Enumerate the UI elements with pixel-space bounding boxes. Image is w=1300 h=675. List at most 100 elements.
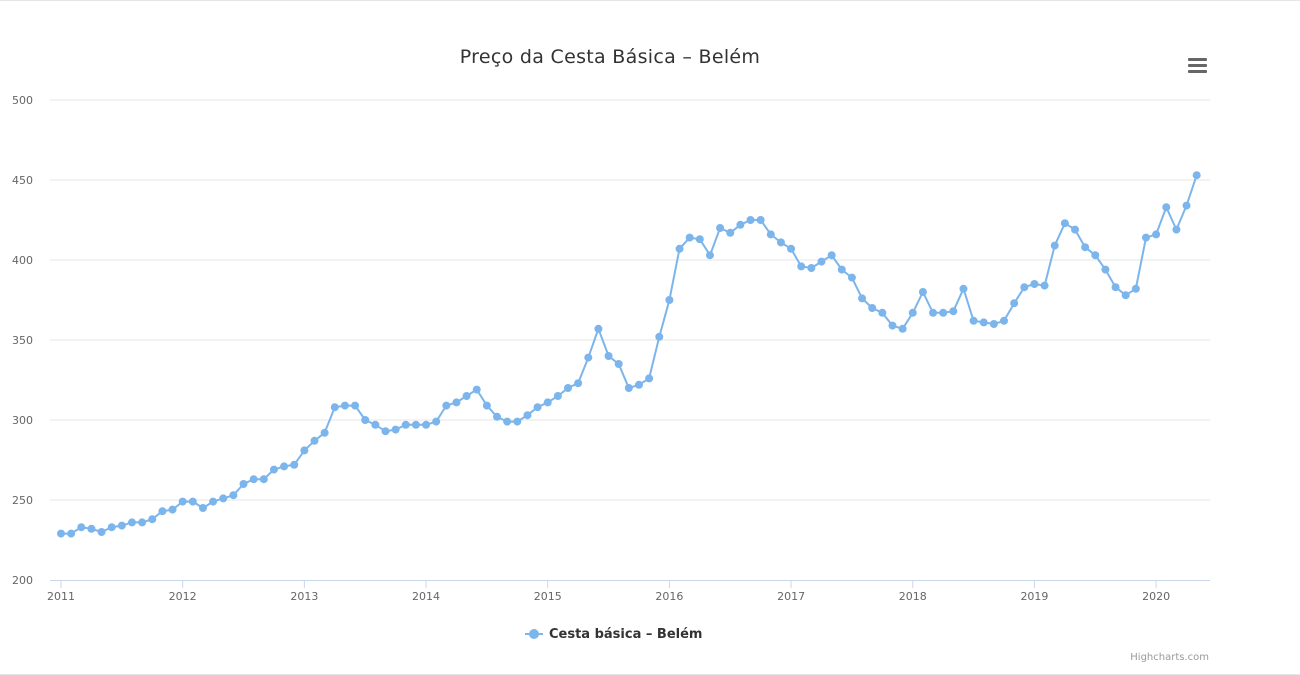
data-point[interactable] [1030,280,1039,288]
data-point[interactable] [523,411,532,420]
data-point[interactable] [158,507,167,516]
data-point[interactable] [604,352,613,360]
data-point[interactable] [584,353,593,362]
data-point[interactable] [969,316,978,325]
data-point[interactable] [675,244,684,253]
data-point[interactable] [361,416,370,424]
data-point[interactable] [290,460,299,469]
data-point[interactable] [1060,219,1069,228]
data-point[interactable] [269,465,278,474]
data-point[interactable] [918,288,927,296]
data-point[interactable] [1020,283,1029,292]
data-point[interactable] [229,491,238,500]
data-point[interactable] [310,436,319,445]
data-point[interactable] [1111,283,1120,292]
data-point[interactable] [898,324,907,333]
data-point[interactable] [422,420,431,429]
data-point[interactable] [503,417,512,426]
data-point[interactable] [493,412,502,421]
data-point[interactable] [1091,251,1100,260]
data-point[interactable] [280,462,289,471]
data-point[interactable] [442,401,451,410]
data-point[interactable] [929,308,938,317]
data-point[interactable] [57,529,65,538]
data-point[interactable] [300,446,309,455]
data-point[interactable] [634,380,643,389]
data-point[interactable] [330,403,339,412]
data-point[interactable] [351,401,360,410]
data-point[interactable] [249,475,258,484]
data-point[interactable] [1131,284,1140,293]
data-point[interactable] [1141,233,1150,242]
data-point[interactable] [127,518,136,527]
data-point[interactable] [1162,203,1171,212]
data-point[interactable] [1081,243,1090,252]
credits-link[interactable]: Highcharts.com [1130,652,1209,663]
data-point[interactable] [462,392,471,400]
data-point[interactable] [381,427,390,436]
data-point[interactable] [989,320,998,328]
data-point[interactable] [797,262,806,271]
data-point[interactable] [482,401,491,410]
data-point[interactable] [868,304,877,312]
data-point[interactable] [1040,281,1049,290]
data-point[interactable] [888,321,897,330]
data-point[interactable] [726,228,735,237]
data-point[interactable] [209,497,218,506]
data-point[interactable] [188,497,197,506]
data-point[interactable] [411,420,420,429]
data-point[interactable] [1152,230,1161,239]
data-point[interactable] [67,529,76,538]
data-point[interactable] [979,318,988,327]
data-point[interactable] [168,505,177,514]
data-point[interactable] [685,233,694,242]
hamburger-menu-icon[interactable] [1183,55,1211,77]
data-point[interactable] [513,417,522,426]
data-point[interactable] [553,392,562,400]
data-point[interactable] [543,398,552,407]
data-point[interactable] [594,324,603,333]
data-point[interactable] [847,273,856,282]
data-point[interactable] [391,425,400,434]
data-point[interactable] [695,235,704,244]
data-point[interactable] [1182,201,1191,210]
data-point[interactable] [716,224,725,232]
data-point[interactable] [533,403,542,412]
data-point[interactable] [87,524,96,533]
data-point[interactable] [837,265,846,274]
data-point[interactable] [340,401,349,410]
data-point[interactable] [77,523,86,532]
data-point[interactable] [239,480,248,488]
data-point[interactable] [148,515,157,524]
data-point[interactable] [1071,225,1079,234]
data-point[interactable] [1010,299,1019,308]
data-point[interactable] [827,251,836,260]
data-point[interactable] [949,307,958,316]
data-point[interactable] [665,296,674,304]
data-point[interactable] [117,521,126,530]
data-point[interactable] [107,523,116,532]
data-point[interactable] [259,475,268,484]
data-point[interactable] [736,220,745,229]
data-point[interactable] [756,216,765,224]
data-point[interactable] [614,360,623,368]
data-point[interactable] [371,420,380,429]
data-point[interactable] [878,308,887,317]
data-point[interactable] [472,385,481,394]
data-point[interactable] [574,379,583,388]
data-point[interactable] [1101,265,1110,274]
data-point[interactable] [645,374,654,383]
data-point[interactable] [178,497,187,506]
legend-item[interactable]: Cesta básica – Belém [525,624,702,644]
data-point[interactable] [624,384,633,392]
data-point[interactable] [198,504,207,512]
data-point[interactable] [564,384,572,392]
data-point[interactable] [705,251,714,260]
data-point[interactable] [1192,171,1201,180]
data-point[interactable] [776,238,785,247]
data-point[interactable] [401,420,410,429]
data-point[interactable] [959,284,968,293]
data-point[interactable] [908,308,917,317]
data-point[interactable] [807,264,816,272]
data-point[interactable] [452,398,461,407]
